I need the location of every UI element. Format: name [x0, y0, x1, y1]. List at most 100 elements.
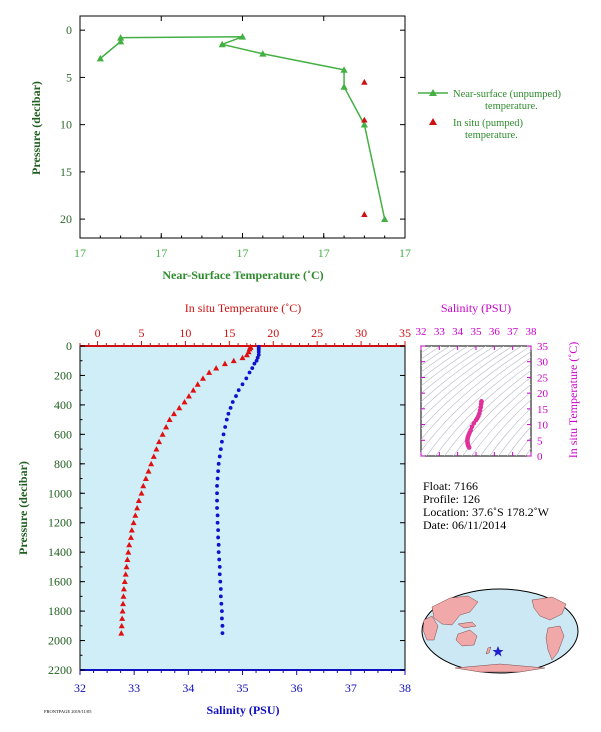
salinity-point [218, 594, 223, 599]
ts-x-tick-label: 34 [452, 326, 464, 338]
temperature-point [163, 424, 170, 430]
legend-marker-pumped [429, 118, 437, 125]
ts-y-tick-label: 25 [537, 372, 549, 384]
profile-bottom-axis-label: Salinity (PSU) [206, 703, 279, 717]
ts-x-tick-label: 32 [416, 326, 427, 338]
density-contour [471, 391, 531, 456]
pumped-temperature-point [361, 211, 368, 217]
near-surface-ticks [79, 16, 406, 238]
temperature-point [128, 527, 135, 533]
ts-point [469, 424, 475, 430]
temperature-point [120, 586, 127, 592]
land-indonesia [457, 621, 477, 629]
near-surface-x-tick-label: 17 [155, 246, 167, 260]
temperature-point [159, 431, 166, 437]
temperature-axis-tick-label: 30 [355, 326, 367, 340]
ts-y-tick-label: 15 [537, 404, 549, 416]
temperature-point [120, 593, 127, 599]
ts-x-tick-label: 38 [526, 326, 538, 338]
ts-density-contours [421, 346, 531, 456]
salinity-point [226, 411, 231, 416]
salinity-point [216, 542, 221, 547]
land-new-zealand [485, 646, 492, 655]
temperature-point [239, 354, 246, 361]
legend-label-unpumped-2: temperature. [485, 101, 538, 112]
near-surface-x-tick-label: 17 [399, 246, 411, 260]
temperature-point [166, 416, 173, 423]
pressure-axis-tick-label: 400 [54, 398, 72, 412]
salinity-point [216, 528, 221, 532]
temperature-point [134, 505, 141, 511]
near-surface-y-tick-label: 5 [66, 70, 72, 84]
float-info: Float: 7166 Profile: 126 Location: 37.6˚… [423, 479, 550, 532]
density-contour [435, 363, 531, 456]
pumped-temperature-point [361, 78, 368, 85]
density-contour [516, 436, 531, 456]
temperature-point [170, 410, 177, 417]
salinity-point [219, 601, 224, 606]
temperature-axis-tick-label: 0 [95, 326, 101, 340]
unpumped-temperature-point [340, 83, 348, 90]
unpumped-temperature-point [340, 66, 348, 73]
legend-label-pumped-1: In situ (pumped) [453, 118, 523, 129]
legend-marker-unpumped [429, 89, 437, 96]
near-surface-plot-frame [79, 15, 406, 239]
salinity-point [216, 461, 221, 466]
ts-axes: 32 33 34 35 36 37 38 0 5 10 15 20 25 30 35 [416, 326, 549, 463]
temperature-point [123, 563, 130, 570]
ts-y-tick-label: 10 [537, 420, 549, 432]
density-contour [507, 426, 531, 456]
near-surface-y-tick-label: 0 [66, 23, 72, 37]
ts-x-tick-label: 33 [434, 326, 446, 338]
temperature-point [126, 541, 133, 548]
temperature-point [145, 468, 152, 474]
near-surface-series [96, 33, 389, 222]
temperature-point [153, 446, 160, 452]
salinity-point [216, 469, 221, 474]
salinity-point [215, 520, 220, 525]
salinity-axis-tick-label: 33 [128, 681, 140, 695]
near-surface-x-tick-label: 17 [237, 246, 249, 260]
map-land [422, 595, 567, 673]
footnote: FRONTPAGE 2019/11/05 [44, 709, 92, 714]
salinity-axis-tick-label: 37 [345, 681, 357, 695]
density-contour [421, 346, 531, 441]
temperature-point [125, 549, 132, 555]
ts-y-tick-label: 0 [537, 451, 543, 463]
temperature-point [122, 571, 129, 577]
temperature-point [156, 438, 163, 445]
temperature-point [130, 519, 137, 526]
temperature-point [140, 482, 147, 489]
temperature-point [190, 387, 197, 393]
salinity-point [220, 623, 225, 628]
near-surface-x-tick-labels: 17 17 17 17 17 [74, 246, 411, 260]
salinity-point [234, 394, 238, 398]
unpumped-temperature-point [218, 40, 226, 48]
land-australia [455, 629, 478, 647]
unpumped-temperature-point [360, 121, 368, 128]
pressure-axis-tick-label: 800 [54, 457, 72, 471]
density-contour [421, 346, 496, 403]
temperature-point [246, 345, 253, 352]
profile-number: Profile: 126 [423, 492, 480, 506]
salinity-point [256, 349, 261, 354]
salinity-point [215, 506, 219, 510]
temperature-point [176, 404, 183, 411]
temperature-point [119, 615, 126, 621]
density-contour [453, 376, 531, 456]
temperature-profile-series [118, 343, 254, 636]
salinity-point [224, 417, 229, 422]
density-contour [498, 416, 531, 456]
near-surface-legend: Near-surface (unpumped) temperature. In … [418, 89, 561, 141]
ts-y-tick-label: 30 [537, 357, 549, 369]
salinity-profile-series [215, 344, 261, 636]
temperature-axis-tick-label: 35 [399, 326, 411, 340]
pressure-axis-tick-label: 1200 [48, 516, 72, 530]
density-contour [421, 346, 514, 420]
ts-point [468, 427, 473, 433]
legend-label-unpumped-1: Near-surface (unpumped) [453, 89, 561, 100]
temperature-point [194, 381, 201, 387]
temperature-point [206, 369, 213, 375]
ts-x-tick-label: 37 [507, 326, 519, 338]
salinity-point [220, 631, 225, 636]
